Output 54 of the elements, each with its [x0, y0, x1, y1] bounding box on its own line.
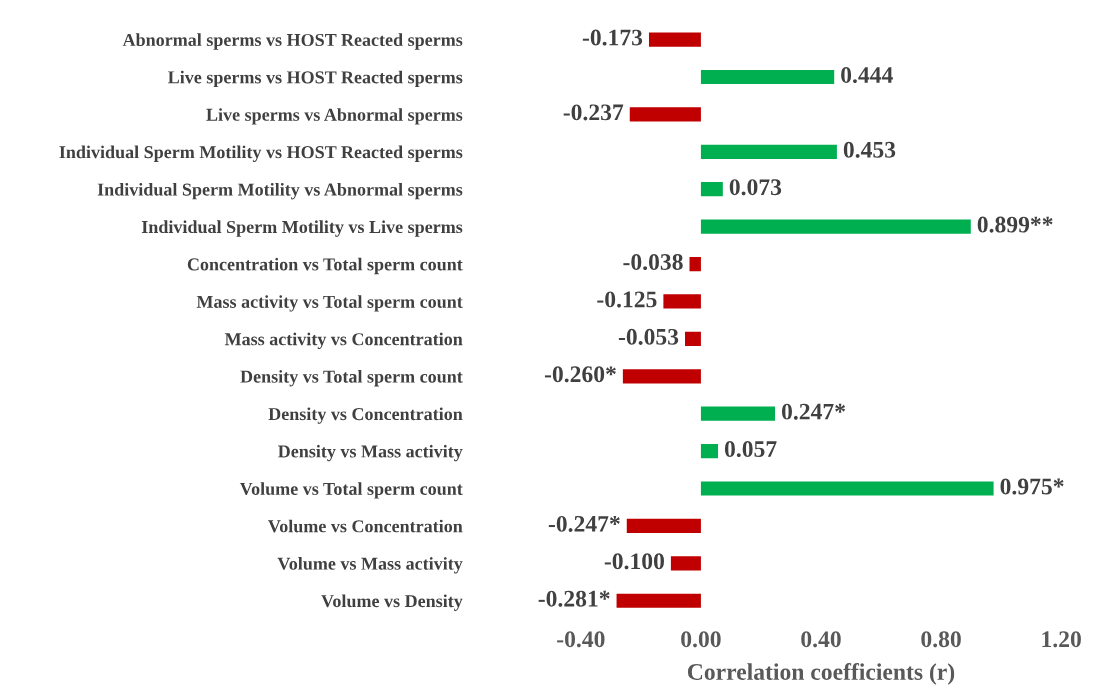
- x-tick-label: 0.00: [681, 631, 721, 648]
- data-label: -0.237: [563, 104, 624, 121]
- data-label: 0.073: [729, 179, 782, 196]
- bar: [700, 443, 719, 459]
- bar: [700, 219, 971, 234]
- bar: [689, 256, 701, 272]
- y-tick-label: Concentration vs Total sperm count: [187, 257, 463, 275]
- data-label: 0.453: [843, 141, 896, 158]
- y-tick-label: Density vs Concentration: [268, 407, 463, 424]
- bar: [616, 593, 701, 608]
- data-label: -0.100: [604, 553, 664, 570]
- data-label: 0.899**: [977, 216, 1053, 233]
- bar: [648, 32, 701, 47]
- bar: [622, 369, 701, 384]
- y-tick-label: Density vs Total sperm count: [240, 370, 463, 387]
- data-label: -0.281*: [538, 590, 610, 607]
- data-label: -0.125: [597, 291, 657, 308]
- data-label: -0.247*: [548, 515, 620, 532]
- bar: [629, 107, 701, 122]
- bar: [670, 556, 701, 571]
- y-tick-label: Mass activity vs Total sperm count: [196, 295, 463, 312]
- x-tick-label: 1.20: [1042, 631, 1081, 648]
- x-tick-label: 0.40: [801, 631, 841, 648]
- y-tick-label: Abnormal sperms vs HOST Reacted sperms: [122, 33, 463, 50]
- bar: [685, 331, 701, 346]
- y-tick-label: Live sperms vs HOST Reacted sperms: [168, 70, 463, 88]
- x-axis-title: Correlation coefficients (r): [687, 663, 955, 685]
- data-label: -0.260*: [544, 366, 616, 383]
- y-tick-label: Live sperms vs Abnormal sperms: [206, 108, 463, 125]
- x-tick-label: -0.40: [557, 631, 605, 648]
- data-label: 0.057: [724, 441, 777, 458]
- y-tick-label: Individual Sperm Motility vs HOST Reacted sperms: [59, 145, 463, 162]
- data-label: 0.975*: [1000, 478, 1064, 495]
- bar: [663, 294, 701, 309]
- bar: [700, 182, 723, 197]
- y-tick-label: Individual Sperm Motility vs Abnormal sperms: [97, 182, 463, 200]
- y-tick-label: Volume vs Density: [321, 594, 463, 611]
- bar: [700, 481, 994, 496]
- y-tick-label: Volume vs Mass activity: [277, 557, 463, 574]
- bar: [700, 144, 837, 159]
- y-tick-label: Density vs Mass activity: [278, 444, 463, 462]
- y-tick-label: Individual Sperm Motility vs Live sperms: [141, 220, 463, 237]
- data-label: 0.247*: [781, 403, 846, 420]
- data-label: -0.173: [582, 29, 643, 46]
- data-label: 0.444: [841, 66, 893, 84]
- data-label: -0.053: [618, 328, 679, 345]
- y-tick-label: Mass activity vs Concentration: [224, 332, 463, 350]
- x-tick-label: 0.80: [921, 631, 961, 648]
- bar: [700, 69, 835, 85]
- y-tick-label: Volume vs Total sperm count: [239, 482, 463, 499]
- y-tick-label: Volume vs Concentration: [268, 519, 463, 533]
- bar: [700, 406, 776, 421]
- data-label: -0.038: [623, 254, 683, 271]
- bar: [626, 518, 701, 534]
